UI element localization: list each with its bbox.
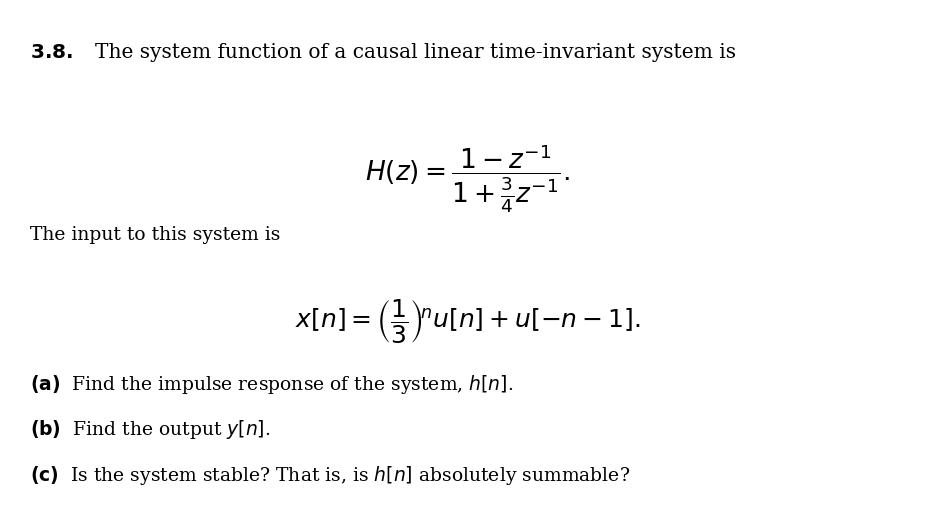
Text: $\mathbf{3.8.}$: $\mathbf{3.8.}$ (30, 43, 73, 62)
Text: The input to this system is: The input to this system is (30, 226, 280, 244)
Text: $H(z) = \dfrac{1 - z^{-1}}{1 + \frac{3}{4}z^{-1}}.$: $H(z) = \dfrac{1 - z^{-1}}{1 + \frac{3}{… (365, 142, 570, 215)
Text: $\mathbf{(a)}$  Find the impulse response of the system, $h[n]$.: $\mathbf{(a)}$ Find the impulse response… (30, 373, 513, 395)
Text: $\mathbf{(b)}$  Find the output $y[n]$.: $\mathbf{(b)}$ Find the output $y[n]$. (30, 418, 270, 441)
Text: $\mathbf{(c)}$  Is the system stable? That is, is $h[n]$ absolutely summable?: $\mathbf{(c)}$ Is the system stable? Tha… (30, 464, 630, 487)
Text: The system function of a causal linear time-invariant system is: The system function of a causal linear t… (95, 43, 737, 62)
Text: $x[n] = \left(\dfrac{1}{3}\right)^{\!n} u[n] + u[-n-1].$: $x[n] = \left(\dfrac{1}{3}\right)^{\!n} … (295, 297, 640, 345)
